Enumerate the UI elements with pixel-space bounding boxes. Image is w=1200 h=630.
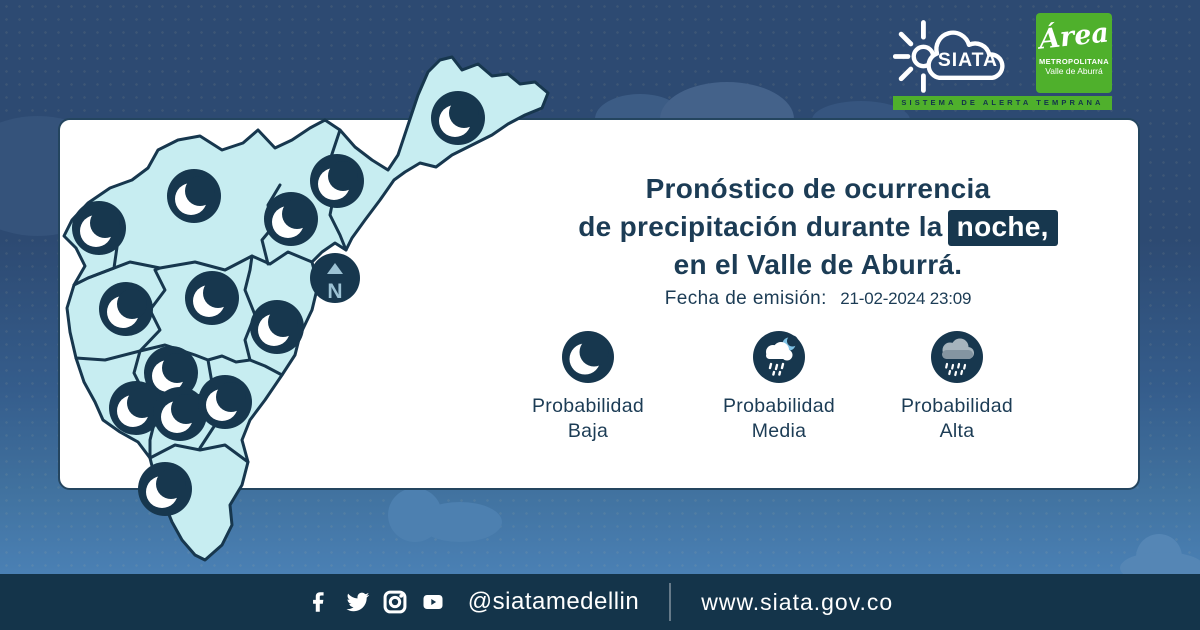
legend-label: Probabilidad Baja bbox=[531, 395, 644, 442]
social-handle[interactable]: @siatamedellin bbox=[467, 588, 640, 615]
emission-label: Fecha de emisión: bbox=[664, 288, 827, 309]
highlight-noche: noche, bbox=[947, 210, 1058, 246]
area-metropolitana-logo: Área METROPOLITANA Valle de Aburrá bbox=[1036, 13, 1112, 93]
title-line-1: Pronóstico de ocurrencia bbox=[645, 173, 991, 204]
forecast-title: Pronóstico de ocurrencia de precipitació… bbox=[540, 170, 1096, 284]
cloud-shape bbox=[418, 502, 502, 542]
emission-datetime: 21-02-2024 23:09 bbox=[840, 289, 972, 308]
legend-item-alta: Probabilidad Alta bbox=[857, 330, 1057, 444]
title-line-3: en el Valle de Aburrá. bbox=[673, 249, 963, 280]
cloud-heavy-rain-icon bbox=[931, 331, 983, 383]
legend-label: Probabilidad Media bbox=[722, 395, 835, 442]
legend-item-baja: Probabilidad Baja bbox=[488, 330, 688, 444]
area-logo-line2: Valle de Aburrá bbox=[1045, 66, 1103, 76]
brand-header: SIATA Área METROPOLITANA Valle de Aburrá… bbox=[893, 8, 1115, 112]
area-logo-script: Área bbox=[1037, 17, 1111, 56]
footer-divider bbox=[669, 583, 672, 621]
footer-bar: @siatamedellin www.siata.gov.co bbox=[0, 574, 1200, 630]
emission-row: Fecha de emisión: 21-02-2024 23:09 bbox=[540, 288, 1096, 310]
legend-label: Probabilidad Alta bbox=[900, 395, 1013, 442]
legend-item-media: Probabilidad Media bbox=[679, 330, 879, 444]
instagram-icon[interactable] bbox=[381, 588, 409, 616]
cloud-rain-moon-icon bbox=[753, 331, 805, 383]
moon-icon bbox=[562, 331, 614, 383]
siata-tagline: SISTEMA DE ALERTA TEMPRANA bbox=[893, 96, 1112, 110]
area-logo-line1: METROPOLITANA bbox=[1038, 57, 1110, 66]
svg-text:SIATA: SIATA bbox=[938, 49, 998, 71]
twitter-icon[interactable] bbox=[342, 588, 372, 616]
facebook-icon[interactable] bbox=[307, 587, 333, 617]
youtube-icon[interactable] bbox=[418, 590, 448, 614]
website-url[interactable]: www.siata.gov.co bbox=[701, 588, 894, 615]
title-line-2: de precipitación durante la noche, bbox=[540, 208, 1096, 246]
siata-logo: SIATA bbox=[893, 20, 1005, 93]
social-icons bbox=[307, 587, 448, 617]
